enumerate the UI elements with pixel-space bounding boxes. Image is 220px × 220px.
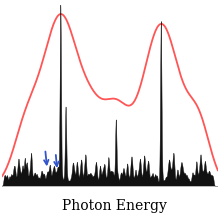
Text: Photon Energy: Photon Energy xyxy=(62,199,167,213)
